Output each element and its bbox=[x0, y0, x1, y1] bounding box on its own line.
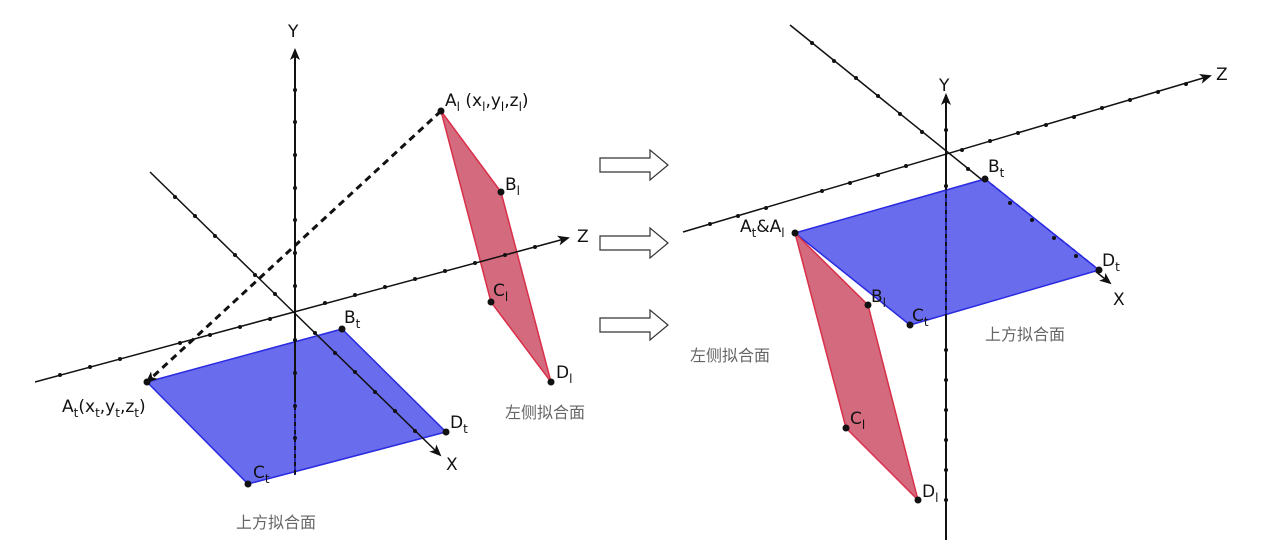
left-label-Ct: Ct bbox=[253, 463, 270, 486]
left-label-At: At(xt,yt,zt) bbox=[62, 397, 146, 420]
left-axis-x-line bbox=[149, 171, 442, 457]
right-axis-ticks bbox=[708, 41, 1188, 502]
right-point-Dl bbox=[914, 496, 922, 504]
left-point-Dt bbox=[442, 428, 450, 436]
right-label-Dt: Dt bbox=[1102, 251, 1120, 274]
left-axis-z-label: Z bbox=[577, 227, 589, 247]
left-axis-x-label: X bbox=[446, 455, 458, 475]
left-axis-z-line bbox=[34, 235, 570, 383]
transition-arrow-3 bbox=[599, 308, 669, 342]
left-label-Bl: Bl bbox=[505, 175, 520, 198]
right-axis-y-label: Y bbox=[938, 76, 950, 96]
right-point-Bt bbox=[981, 175, 989, 183]
left-point-Cl bbox=[487, 298, 495, 306]
right-caption-side-plane: 左侧拟合面 bbox=[690, 346, 770, 365]
right-point-Ct bbox=[906, 321, 914, 329]
right-point-AtAl bbox=[791, 229, 799, 237]
right-axis-z-label: Z bbox=[1216, 65, 1228, 85]
left-caption-side-plane: 左侧拟合面 bbox=[505, 403, 585, 422]
left-label-Bt: Bt bbox=[344, 308, 361, 331]
right-label-Bl: Bl bbox=[871, 287, 886, 310]
transition-arrow-2 bbox=[599, 226, 669, 260]
left-dashed-projection bbox=[145, 109, 443, 384]
right-point-Bl bbox=[864, 301, 872, 309]
right-axis-x-label: X bbox=[1113, 290, 1125, 310]
right-label-Dl: Dl bbox=[922, 482, 938, 505]
left-caption-top-plane: 上方拟合面 bbox=[236, 513, 316, 532]
right-label-Bt: Bt bbox=[988, 157, 1005, 180]
left-label-Dl: Dl bbox=[556, 363, 572, 386]
left-point-Ct bbox=[244, 480, 252, 488]
left-axis-y-label: Y bbox=[287, 22, 299, 42]
right-points bbox=[791, 175, 1103, 504]
left-scene: Y Z X Al (xl,yl,zl) Bl Cl Dl At(xt,yt,zt… bbox=[34, 22, 589, 532]
transition-arrows bbox=[599, 148, 669, 342]
left-point-At bbox=[143, 378, 151, 386]
right-label-AtAl: At&Al bbox=[740, 217, 785, 240]
right-label-Cl: Cl bbox=[850, 409, 865, 432]
left-point-Dl bbox=[547, 378, 555, 386]
left-points bbox=[143, 107, 555, 488]
left-label-Al: Al (xl,yl,zl) bbox=[445, 91, 529, 114]
left-point-Bt bbox=[338, 325, 346, 333]
right-scene: Y Z X At&Al Bt Dt Ct Bl Cl Dl 左侧拟合面 上方拟合… bbox=[682, 24, 1228, 540]
left-label-Cl: Cl bbox=[493, 281, 508, 304]
left-point-Bl bbox=[497, 188, 505, 196]
right-point-Cl bbox=[842, 424, 850, 432]
transition-arrow-1 bbox=[599, 148, 669, 182]
right-caption-top-plane: 上方拟合面 bbox=[985, 325, 1065, 344]
left-point-Al bbox=[437, 107, 445, 115]
left-axis-ticks bbox=[58, 88, 537, 440]
right-label-Ct: Ct bbox=[912, 306, 929, 329]
left-label-Dt: Dt bbox=[450, 413, 468, 436]
right-point-Dt bbox=[1095, 266, 1103, 274]
right-x-hidden bbox=[984, 178, 1100, 271]
